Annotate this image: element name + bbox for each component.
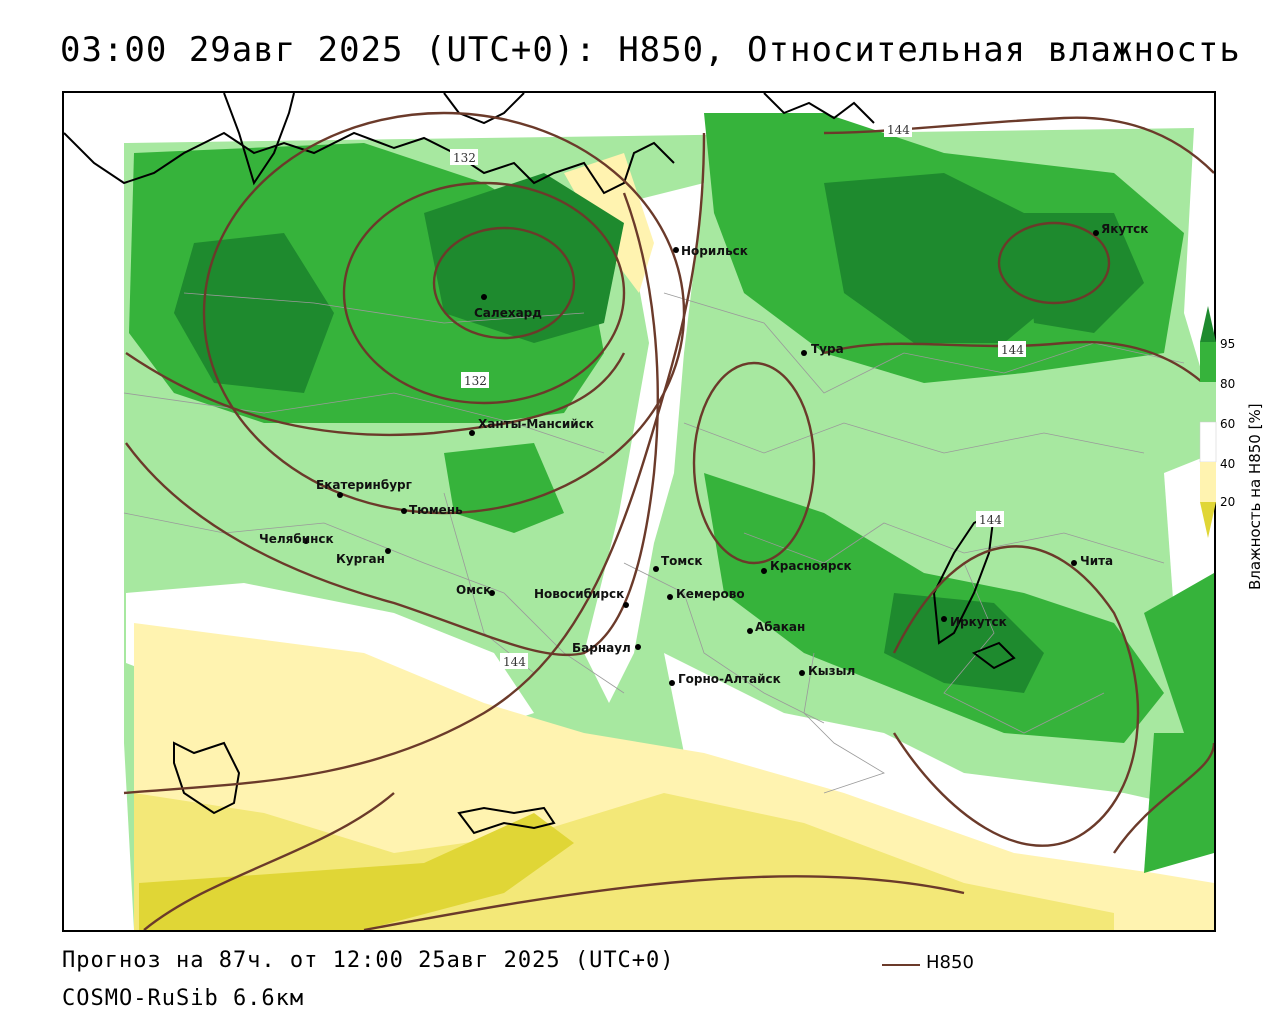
model-name: COSMO-RuSib 6.6км bbox=[62, 986, 305, 1011]
city-label: Салехард bbox=[474, 306, 542, 320]
h850-legend-line bbox=[882, 964, 920, 966]
city-label: Горно-Алтайск bbox=[678, 672, 781, 686]
city-label: Омск bbox=[456, 583, 491, 597]
colorbar-tick: 95 bbox=[1220, 337, 1235, 351]
city-label: Абакан bbox=[755, 620, 805, 634]
isoline-label: 144 bbox=[1001, 343, 1024, 357]
colorbar: 95 80 60 40 20 bbox=[1199, 306, 1235, 538]
city-label: Новосибирск bbox=[534, 587, 624, 601]
city-label: Чита bbox=[1080, 554, 1113, 568]
isoline-label: 144 bbox=[887, 123, 910, 137]
city-label: Красноярск bbox=[770, 559, 852, 573]
isoline-label: 144 bbox=[979, 513, 1002, 527]
city-label: Кызыл bbox=[808, 664, 855, 678]
colorbar-tick: 20 bbox=[1220, 495, 1235, 509]
city-label: Курган bbox=[336, 552, 385, 566]
map-title: 03:00 29авг 2025 (UTC+0): H850, Относите… bbox=[60, 30, 1241, 70]
h850-legend-label: H850 bbox=[926, 952, 974, 973]
city-label: Томск bbox=[661, 554, 703, 568]
city-label: Якутск bbox=[1101, 222, 1148, 236]
colorbar-band-40-60 bbox=[1199, 421, 1217, 463]
cities: Норильск Якутск Салехард Тура Ханты-Манс… bbox=[259, 222, 1148, 686]
city-label: Барнаул bbox=[572, 641, 631, 655]
map-panel: 132 132 144 144 144 144 Норильск Якутск … bbox=[62, 91, 1216, 932]
coastlines bbox=[64, 93, 1016, 835]
colorbar-band-60-80 bbox=[1200, 382, 1216, 422]
city-label: Норильск bbox=[681, 244, 748, 258]
humidity-field bbox=[124, 113, 1214, 930]
isoline-label: 144 bbox=[503, 655, 526, 669]
colorbar-tick: 40 bbox=[1220, 457, 1235, 471]
city-label: Екатеринбург bbox=[316, 478, 412, 492]
colorbar-band-20-40 bbox=[1200, 462, 1216, 502]
city-label: Тура bbox=[811, 342, 844, 356]
h850-isolines bbox=[123, 111, 1214, 930]
colorbar-tick: 60 bbox=[1220, 417, 1235, 431]
forecast-info: Прогноз на 87ч. от 12:00 25авг 2025 (UTC… bbox=[62, 948, 675, 973]
colorbar-title: Влажность на H850 [%] bbox=[1246, 403, 1264, 590]
colorbar-top-arrow bbox=[1200, 306, 1216, 342]
city-label: Челябинск bbox=[259, 532, 334, 546]
colorbar-band-80-95 bbox=[1200, 342, 1216, 382]
isoline-label: 132 bbox=[464, 374, 487, 388]
colorbar-bottom-arrow bbox=[1200, 502, 1216, 538]
map-svg: 132 132 144 144 144 144 Норильск Якутск … bbox=[64, 93, 1214, 930]
city-label: Ханты-Мансийск bbox=[478, 417, 594, 431]
isoline-labels: 132 132 144 144 144 144 bbox=[450, 121, 1026, 669]
city-label: Тюмень bbox=[409, 503, 463, 517]
city-label: Иркутск bbox=[950, 615, 1007, 629]
colorbar-tick: 80 bbox=[1220, 377, 1235, 391]
isoline-label: 132 bbox=[453, 151, 476, 165]
city-label: Кемерово bbox=[676, 587, 745, 601]
